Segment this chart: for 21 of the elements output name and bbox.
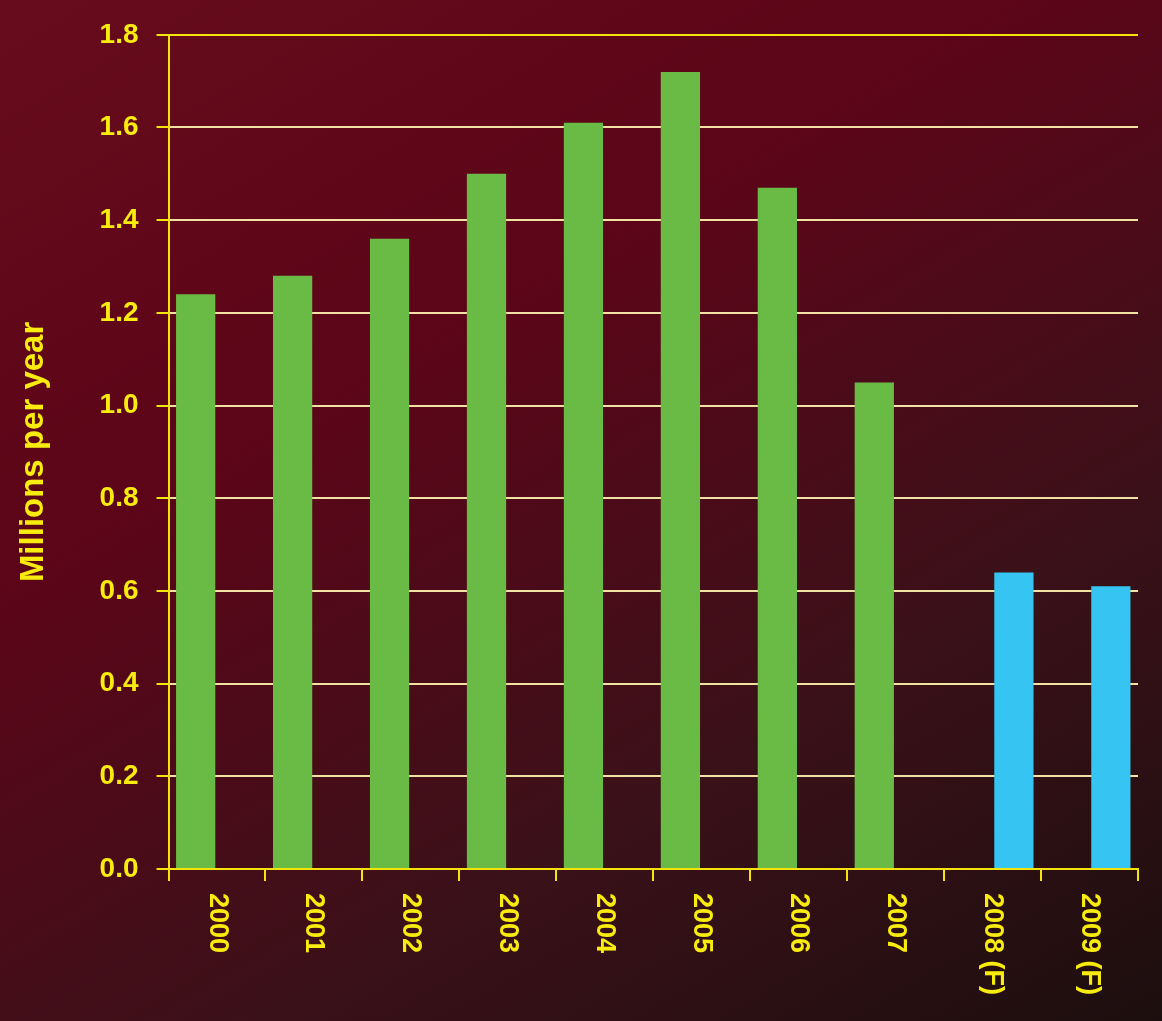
x-tick-label: 2004 <box>591 893 622 954</box>
y-tick-label: 0.4 <box>99 666 139 698</box>
x-tick-label: 2001 <box>300 893 331 954</box>
y-tick-label: 0.2 <box>99 759 139 791</box>
y-tick-label: 0.6 <box>99 573 139 605</box>
x-tick-label: 2007 <box>882 893 913 954</box>
y-axis-title: Millions per year <box>12 321 50 583</box>
x-tick-label: 2002 <box>397 893 428 954</box>
y-tick-label: 1.8 <box>99 17 139 49</box>
x-tick-label: 2008 (F) <box>979 893 1010 996</box>
x-tick-label: 2003 <box>494 893 525 954</box>
x-tick-label: 2005 <box>688 893 719 954</box>
y-tick-label: 1.2 <box>99 295 139 327</box>
x-tick-label: 2006 <box>785 893 816 954</box>
y-tick-label: 0.8 <box>99 480 139 512</box>
x-tick-label: 2009 (F) <box>1076 893 1107 996</box>
x-tick-label: 2000 <box>203 893 234 954</box>
y-tick-label: 0.0 <box>99 851 139 883</box>
y-tick-label: 1.4 <box>99 202 139 234</box>
y-tick-label: 1.0 <box>99 388 139 420</box>
y-tick-label: 1.6 <box>99 110 139 142</box>
